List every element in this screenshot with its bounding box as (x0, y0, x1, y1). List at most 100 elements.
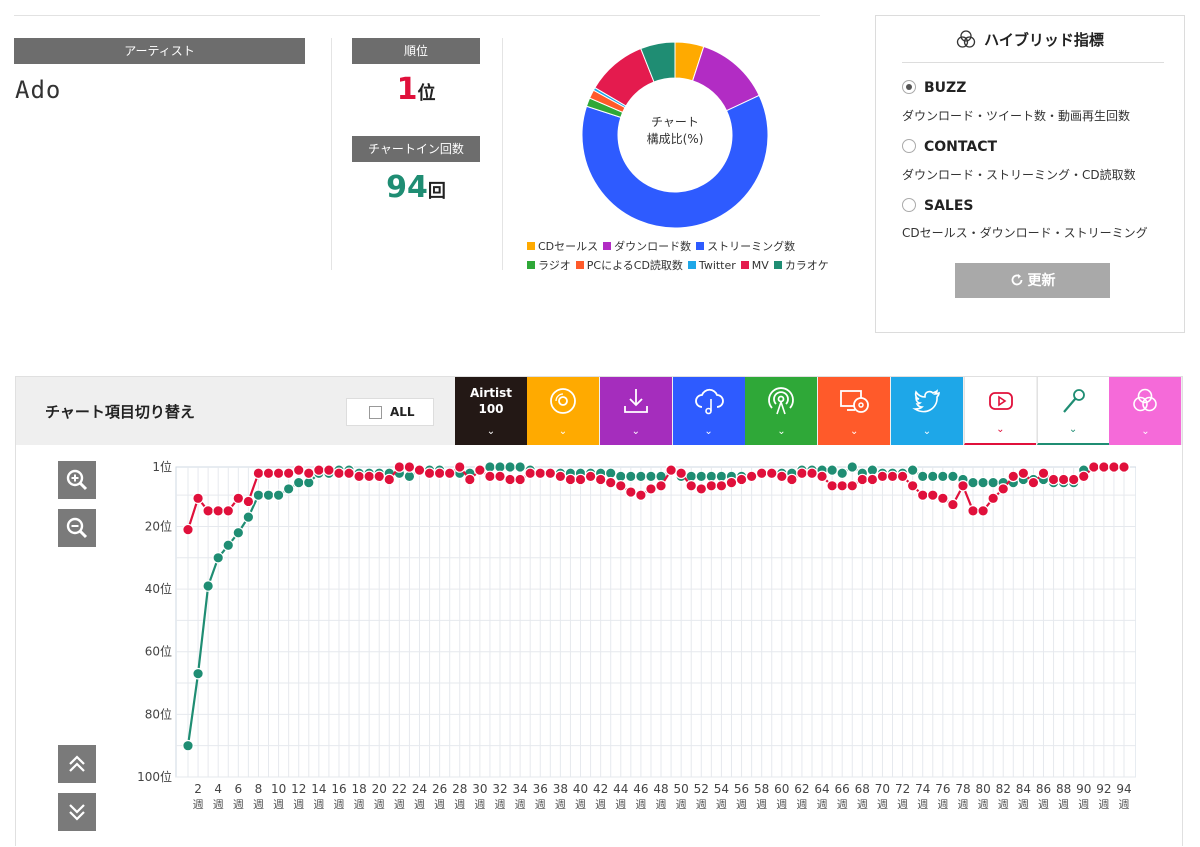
data-point[interactable] (353, 470, 365, 483)
data-point[interactable] (564, 473, 577, 486)
data-point[interactable] (282, 467, 295, 480)
data-point[interactable] (292, 476, 305, 489)
data-point[interactable] (1017, 467, 1030, 480)
data-point[interactable] (876, 470, 889, 483)
data-point[interactable] (232, 526, 245, 539)
data-point[interactable] (997, 483, 1010, 495)
data-point[interactable] (182, 739, 194, 752)
data-point[interactable] (252, 467, 265, 480)
data-point[interactable] (987, 492, 999, 505)
data-point[interactable] (695, 470, 708, 483)
data-point[interactable] (695, 483, 708, 495)
data-point[interactable] (242, 495, 255, 508)
data-point[interactable] (916, 489, 929, 501)
data-point[interactable] (413, 464, 426, 476)
data-point[interactable] (192, 492, 204, 505)
data-point[interactable] (906, 479, 919, 492)
data-point[interactable] (514, 461, 526, 473)
data-point[interactable] (1077, 470, 1090, 483)
data-point[interactable] (212, 552, 224, 564)
data-point[interactable] (242, 511, 255, 523)
data-point[interactable] (302, 467, 315, 480)
data-point[interactable] (836, 479, 848, 492)
data-point[interactable] (212, 505, 224, 517)
data-point[interactable] (725, 476, 738, 489)
tab-streaming[interactable]: ⌄ (672, 377, 745, 445)
data-point[interactable] (504, 473, 516, 486)
data-point[interactable] (1098, 461, 1110, 473)
data-point[interactable] (1108, 461, 1120, 473)
data-point[interactable] (896, 470, 909, 483)
data-point[interactable] (755, 467, 768, 480)
data-point[interactable] (937, 492, 949, 505)
data-point[interactable] (957, 479, 969, 492)
option-contact[interactable]: CONTACT (902, 139, 997, 155)
data-point[interactable] (1027, 476, 1040, 489)
data-point[interactable] (433, 467, 446, 480)
data-point[interactable] (916, 470, 929, 483)
data-point[interactable] (967, 505, 979, 517)
data-point[interactable] (715, 479, 728, 492)
scroll-up-button[interactable] (58, 745, 96, 783)
tab-pc-cd-read[interactable]: ⌄ (818, 377, 891, 445)
data-point[interactable] (926, 489, 939, 501)
tab-hybrid[interactable]: ⌄ (1109, 377, 1182, 445)
data-point[interactable] (202, 580, 214, 592)
data-point[interactable] (1118, 461, 1130, 473)
data-point[interactable] (272, 489, 285, 501)
all-toggle[interactable]: ALL (346, 398, 434, 426)
zoom-out-button[interactable] (58, 509, 96, 547)
data-point[interactable] (947, 498, 959, 511)
data-point[interactable] (272, 467, 285, 480)
data-point[interactable] (645, 470, 657, 483)
data-point[interactable] (232, 492, 245, 505)
data-point[interactable] (816, 470, 828, 483)
data-point[interactable] (635, 470, 647, 483)
data-point[interactable] (604, 476, 617, 489)
data-point[interactable] (1067, 473, 1080, 486)
data-point[interactable] (967, 476, 979, 489)
data-point[interactable] (524, 467, 536, 480)
data-point[interactable] (846, 479, 859, 492)
all-checkbox[interactable] (369, 406, 382, 419)
tab-cd-sales[interactable]: ⌄ (527, 377, 599, 445)
data-point[interactable] (383, 473, 396, 486)
data-point[interactable] (333, 467, 345, 480)
data-point[interactable] (514, 473, 526, 486)
data-point[interactable] (574, 473, 587, 486)
data-point[interactable] (937, 470, 949, 483)
update-button[interactable]: 更新 (955, 263, 1110, 298)
radio-contact[interactable] (902, 139, 916, 153)
data-point[interactable] (393, 461, 406, 473)
scroll-down-button[interactable] (58, 793, 96, 831)
data-point[interactable] (987, 476, 999, 489)
radio-sales[interactable] (902, 198, 916, 212)
tab-radio[interactable]: ⌄ (745, 377, 818, 445)
data-point[interactable] (776, 470, 788, 483)
data-point[interactable] (554, 470, 567, 483)
data-point[interactable] (443, 467, 456, 480)
data-point[interactable] (926, 470, 939, 483)
data-point[interactable] (504, 461, 516, 473)
data-point[interactable] (252, 489, 265, 501)
data-point[interactable] (1047, 473, 1060, 486)
option-buzz[interactable]: BUZZ (902, 80, 966, 96)
data-point[interactable] (705, 479, 718, 492)
tab-airtist100[interactable]: Airtist 100 ⌄ (455, 377, 527, 445)
data-point[interactable] (614, 479, 627, 492)
option-sales[interactable]: SALES (902, 198, 974, 214)
data-point[interactable] (222, 505, 235, 517)
data-point[interactable] (222, 539, 235, 552)
data-point[interactable] (796, 467, 808, 480)
data-point[interactable] (866, 473, 879, 486)
data-point[interactable] (484, 470, 496, 483)
data-point[interactable] (403, 461, 416, 473)
data-point[interactable] (373, 470, 386, 483)
data-point[interactable] (464, 473, 476, 486)
data-point[interactable] (1007, 470, 1020, 483)
data-point[interactable] (665, 464, 677, 476)
data-point[interactable] (423, 467, 436, 480)
data-point[interactable] (645, 483, 657, 495)
data-point[interactable] (826, 464, 838, 476)
tab-karaoke[interactable]: ⌄ (1036, 377, 1109, 445)
